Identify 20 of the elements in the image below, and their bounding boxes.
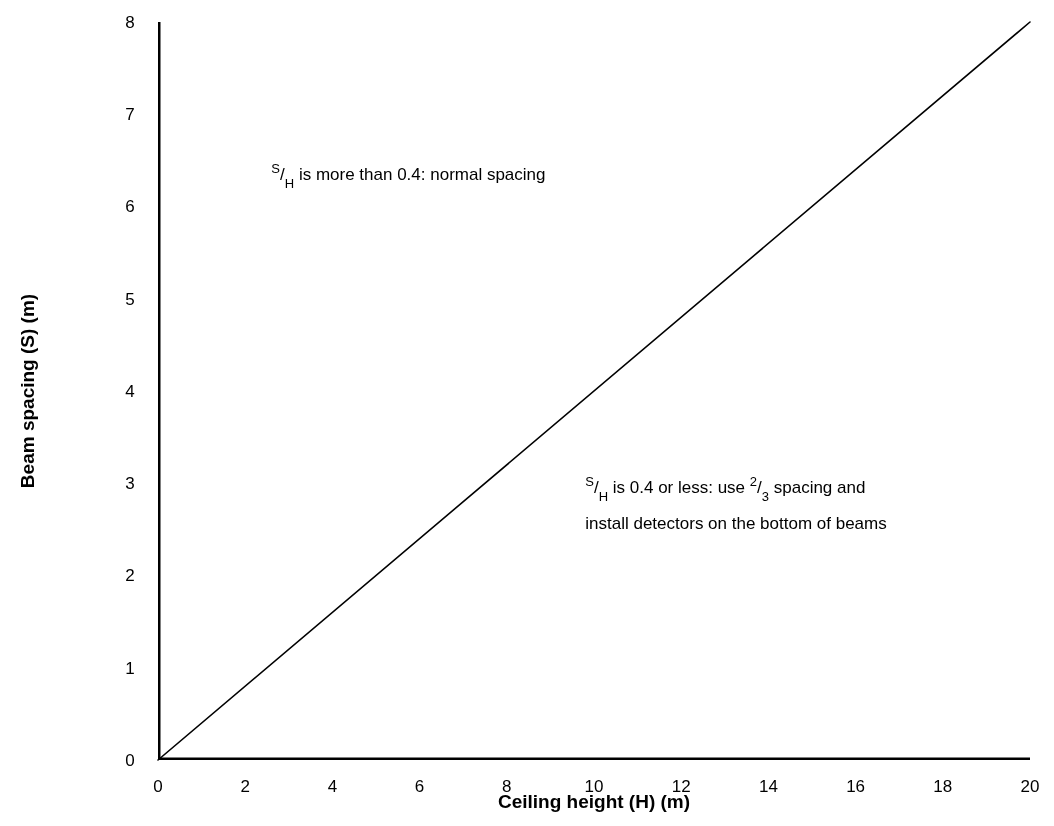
text: $^{S}$/$_{H}$ is 0.4 or less: use $^{2}$/$_{3}$ spacing and install detectors on the bottom of beams	[585, 473, 887, 534]
y-tick-label: 2	[125, 566, 135, 586]
y-tick-label: 7	[125, 105, 135, 125]
x-tick-label: 6	[414, 777, 425, 796]
x-tick-label: 0	[153, 777, 163, 796]
x-tick-label: 16	[846, 777, 866, 796]
y-axis-title: Beam spacing (S) (m)	[17, 293, 38, 489]
y-tick-label: 1	[125, 658, 135, 678]
y-tick-label: 6	[125, 197, 135, 217]
y-tick-label: 4	[125, 381, 135, 401]
annotation: $^{S}$/$_{H}$ is more than 0.4: normal spacing	[271, 160, 546, 191]
x-tick-label: 4	[327, 777, 338, 796]
x-tick-label: 18	[933, 777, 953, 796]
y-tick-label: 3	[125, 474, 135, 494]
y-tick-label: 8	[125, 12, 135, 32]
x-tick-label: 20	[1020, 777, 1040, 796]
x-tick-label: 2	[240, 777, 250, 796]
y-tick-label: 5	[125, 289, 135, 309]
x-tick-label: 14	[758, 777, 778, 796]
y-tick-label: 0	[125, 750, 135, 770]
